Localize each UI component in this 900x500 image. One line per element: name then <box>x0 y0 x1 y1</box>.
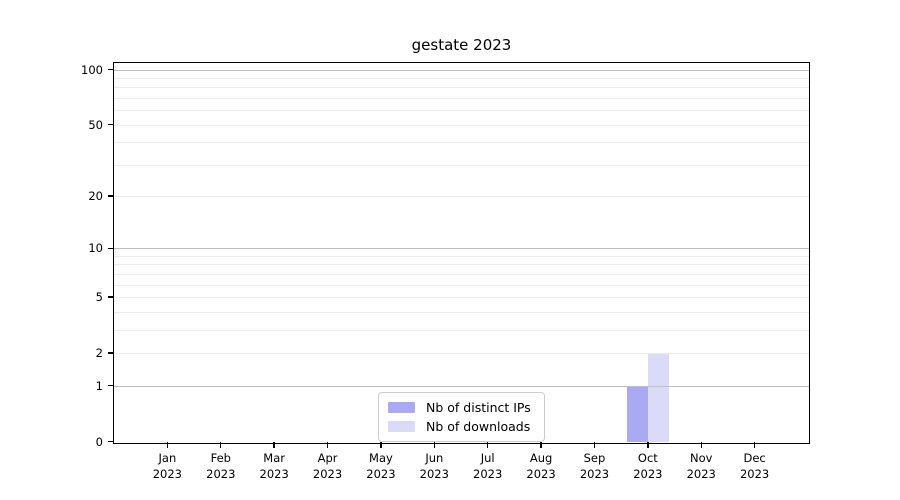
y-tick <box>107 384 113 387</box>
x-tick <box>700 442 702 448</box>
x-tick-label: Feb 2023 <box>206 451 236 481</box>
x-tick <box>273 442 275 448</box>
minor-gridline <box>114 87 809 89</box>
minor-gridline <box>114 77 809 79</box>
x-tick <box>647 442 649 448</box>
minor-gridline <box>114 311 809 313</box>
legend-swatch-downloads <box>388 421 415 432</box>
y-tick <box>107 195 113 197</box>
y-tick <box>107 68 113 71</box>
x-tick <box>220 442 222 448</box>
x-tick-label: Sep 2023 <box>579 451 610 481</box>
major-gridline <box>114 248 809 250</box>
minor-gridline <box>114 142 809 144</box>
legend-label-downloads: Nb of downloads <box>426 419 531 434</box>
x-tick-label: Jun 2023 <box>419 451 449 481</box>
minor-gridline <box>114 110 809 112</box>
x-tick-label: Apr 2023 <box>312 451 343 481</box>
x-tick <box>326 442 329 448</box>
y-tick-label: 1 <box>95 378 103 393</box>
major-gridline <box>114 385 809 387</box>
x-tick <box>166 442 169 448</box>
y-tick-label: 20 <box>88 189 103 204</box>
x-tick-label: May 2023 <box>366 451 396 481</box>
y-tick-label: 50 <box>88 117 103 132</box>
minor-gridline <box>114 97 809 99</box>
minor-gridline <box>114 255 809 257</box>
legend-item-distinct-ips: Nb of distinct IPs <box>388 398 531 417</box>
x-tick-label: Jul 2023 <box>473 451 503 481</box>
x-tick-label: Dec 2023 <box>739 451 770 481</box>
x-tick <box>540 442 542 448</box>
y-tick-label: 2 <box>95 345 103 360</box>
bar-downloads <box>647 352 669 442</box>
y-tick-label: 10 <box>88 241 103 256</box>
y-tick <box>107 296 113 298</box>
y-tick <box>107 123 113 126</box>
legend-label-distinct-ips: Nb of distinct IPs <box>426 400 531 415</box>
bar-distinct-ips <box>626 385 648 442</box>
x-tick-label: Mar 2023 <box>259 451 289 481</box>
x-tick <box>753 442 756 448</box>
major-gridline <box>114 69 809 71</box>
x-tick <box>433 442 435 448</box>
x-tick <box>593 442 596 448</box>
x-tick <box>486 442 489 448</box>
y-tick <box>107 247 113 249</box>
plot-area: 0 1 2 5 10 20 50 100 Jan 2023 Feb 2023 Mar 2023 Apr… <box>81 62 810 481</box>
y-tick-label: 0 <box>95 434 103 449</box>
x-tick-label: Jan 2023 <box>152 451 183 481</box>
minor-gridline <box>114 164 809 166</box>
minor-gridline <box>114 264 809 266</box>
x-tick <box>380 442 382 448</box>
x-tick-label: Nov 2023 <box>686 451 716 481</box>
legend-item-downloads: Nb of downloads <box>388 417 531 436</box>
x-tick-label: Oct 2023 <box>633 451 663 481</box>
y-tick <box>107 352 113 354</box>
minor-gridline <box>114 273 809 275</box>
chart-title: gestate 2023 <box>411 36 512 54</box>
y-tick-label: 100 <box>81 62 103 77</box>
minor-gridline <box>114 329 809 331</box>
minor-gridline <box>114 352 809 354</box>
minor-gridline <box>114 124 809 126</box>
y-tick-label: 5 <box>95 290 103 305</box>
x-tick-label: Aug 2023 <box>526 451 556 481</box>
y-tick <box>107 440 113 443</box>
legend: Nb of distinct IPs Nb of downloads <box>378 392 545 442</box>
legend-swatch-distinct-ips <box>388 402 415 413</box>
minor-gridline <box>114 196 809 198</box>
minor-gridline <box>114 284 809 286</box>
minor-gridline <box>114 297 809 299</box>
